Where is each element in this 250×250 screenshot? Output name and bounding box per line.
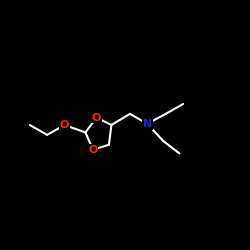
Text: N: N	[142, 119, 152, 129]
Text: O: O	[88, 145, 98, 155]
Text: O: O	[92, 112, 101, 122]
Text: O: O	[60, 120, 69, 130]
